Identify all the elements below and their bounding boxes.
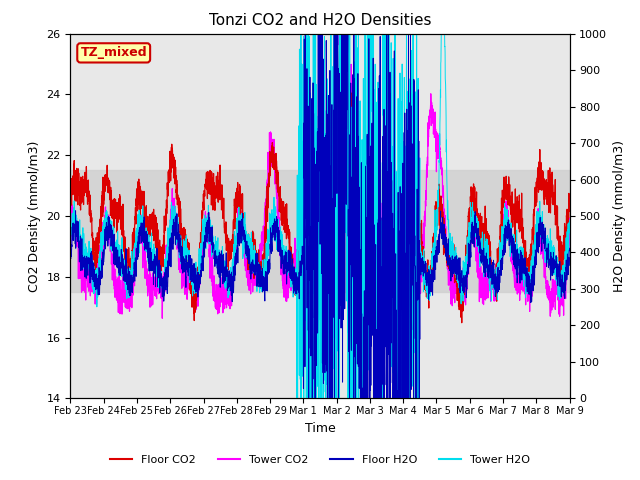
Y-axis label: H2O Density (mmol/m3): H2O Density (mmol/m3) (613, 140, 626, 292)
X-axis label: Time: Time (305, 421, 335, 434)
Bar (70, 170, 570, 292)
Title: Tonzi CO2 and H2O Densities: Tonzi CO2 and H2O Densities (209, 13, 431, 28)
Legend: Floor CO2, Tower CO2, Floor H2O, Tower H2O: Floor CO2, Tower CO2, Floor H2O, Tower H… (105, 451, 535, 469)
Y-axis label: CO2 Density (mmol/m3): CO2 Density (mmol/m3) (28, 140, 41, 292)
Text: TZ_mixed: TZ_mixed (81, 47, 147, 60)
